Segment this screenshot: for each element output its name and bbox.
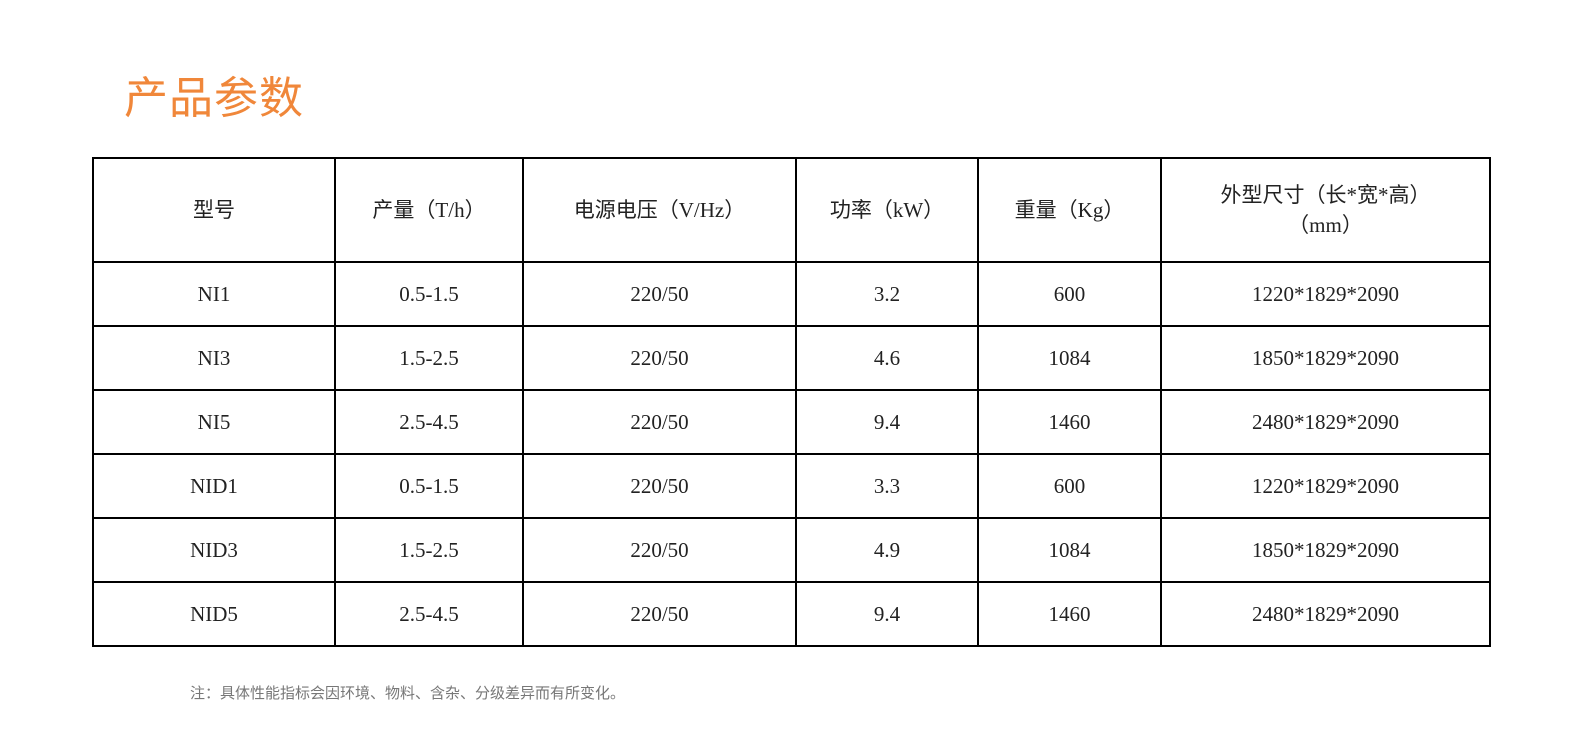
cell-power: 9.4 — [795, 389, 979, 455]
cell-voltage: 220/50 — [522, 261, 797, 327]
cell-model: NID1 — [92, 453, 336, 519]
cell-weight: 600 — [977, 261, 1162, 327]
cell-model: NID5 — [92, 581, 336, 647]
cell-weight: 1460 — [977, 581, 1162, 647]
cell-dimensions: 2480*1829*2090 — [1160, 581, 1491, 647]
cell-dimensions: 1850*1829*2090 — [1160, 517, 1491, 583]
cell-voltage: 220/50 — [522, 581, 797, 647]
cell-model: NI3 — [92, 325, 336, 391]
cell-dimensions: 1220*1829*2090 — [1160, 453, 1491, 519]
cell-output: 0.5-1.5 — [334, 261, 524, 327]
table-row: NI5 2.5-4.5 220/50 9.4 1460 2480*1829*2090 — [92, 389, 1491, 455]
cell-output: 2.5-4.5 — [334, 581, 524, 647]
cell-weight: 600 — [977, 453, 1162, 519]
cell-power: 9.4 — [795, 581, 979, 647]
cell-voltage: 220/50 — [522, 517, 797, 583]
cell-power: 3.3 — [795, 453, 979, 519]
header-voltage: 电源电压（V/Hz） — [522, 157, 797, 263]
footnote: 注：具体性能指标会因环境、物料、含杂、分级差异而有所变化。 — [190, 684, 626, 702]
header-dimensions-line1: 外型尺寸（长*宽*高） — [1220, 183, 1431, 207]
cell-model: NI5 — [92, 389, 336, 455]
product-spec-table: 型号 产量（T/h） 电源电压（V/Hz） 功率（kW） 重量（Kg） 外型尺寸… — [92, 157, 1491, 647]
cell-weight: 1084 — [977, 325, 1162, 391]
table-row: NID1 0.5-1.5 220/50 3.3 600 1220*1829*2090 — [92, 453, 1491, 519]
cell-power: 4.6 — [795, 325, 979, 391]
cell-output: 0.5-1.5 — [334, 453, 524, 519]
cell-dimensions: 2480*1829*2090 — [1160, 389, 1491, 455]
cell-voltage: 220/50 — [522, 453, 797, 519]
header-weight: 重量（Kg） — [977, 157, 1162, 263]
header-model: 型号 — [92, 157, 336, 263]
cell-dimensions: 1850*1829*2090 — [1160, 325, 1491, 391]
cell-weight: 1084 — [977, 517, 1162, 583]
cell-voltage: 220/50 — [522, 389, 797, 455]
cell-output: 1.5-2.5 — [334, 517, 524, 583]
header-dimensions: 外型尺寸（长*宽*高） （mm） — [1160, 157, 1491, 263]
cell-model: NID3 — [92, 517, 336, 583]
cell-dimensions: 1220*1829*2090 — [1160, 261, 1491, 327]
cell-power: 3.2 — [795, 261, 979, 327]
header-power: 功率（kW） — [795, 157, 979, 263]
table-row: NI3 1.5-2.5 220/50 4.6 1084 1850*1829*2090 — [92, 325, 1491, 391]
cell-output: 1.5-2.5 — [334, 325, 524, 391]
header-dimensions-line2: （mm） — [1288, 213, 1363, 237]
cell-weight: 1460 — [977, 389, 1162, 455]
page-title: 产品参数 — [124, 73, 304, 124]
table-row: NID5 2.5-4.5 220/50 9.4 1460 2480*1829*2090 — [92, 581, 1491, 647]
cell-output: 2.5-4.5 — [334, 389, 524, 455]
table-row: NID3 1.5-2.5 220/50 4.9 1084 1850*1829*2090 — [92, 517, 1491, 583]
table-row: NI1 0.5-1.5 220/50 3.2 600 1220*1829*2090 — [92, 261, 1491, 327]
cell-power: 4.9 — [795, 517, 979, 583]
cell-voltage: 220/50 — [522, 325, 797, 391]
cell-model: NI1 — [92, 261, 336, 327]
header-output: 产量（T/h） — [334, 157, 524, 263]
table-header-row: 型号 产量（T/h） 电源电压（V/Hz） 功率（kW） 重量（Kg） 外型尺寸… — [92, 157, 1491, 263]
